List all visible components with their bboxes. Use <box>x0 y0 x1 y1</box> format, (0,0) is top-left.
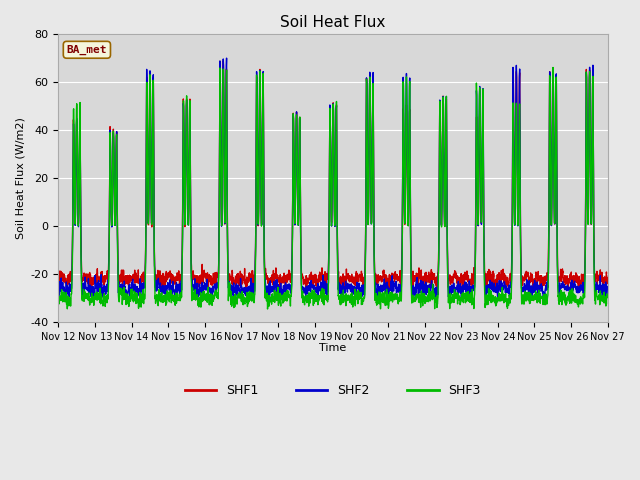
SHF3 <box>493 298 500 304</box>
SHF3 <box>54 288 62 294</box>
SHF2 <box>223 55 230 61</box>
SHF2 <box>482 298 490 303</box>
SHF1 <box>556 277 563 283</box>
Line: SHF3: SHF3 <box>58 68 608 309</box>
SHF3 <box>556 296 563 302</box>
SHF3 <box>264 306 271 312</box>
SHF3 <box>571 295 579 301</box>
SHF1 <box>433 288 441 294</box>
SHF1 <box>571 274 579 279</box>
SHF3 <box>349 294 357 300</box>
Y-axis label: Soil Heat Flux (W/m2): Soil Heat Flux (W/m2) <box>15 117 25 239</box>
SHF1 <box>349 274 357 280</box>
X-axis label: Time: Time <box>319 343 347 353</box>
Legend: SHF1, SHF2, SHF3: SHF1, SHF2, SHF3 <box>180 379 486 402</box>
SHF1 <box>604 275 612 280</box>
SHF1 <box>361 264 369 270</box>
SHF2 <box>208 288 216 294</box>
SHF1 <box>493 279 501 285</box>
SHF3 <box>604 294 612 300</box>
SHF1 <box>220 58 227 64</box>
SHF1 <box>208 281 216 287</box>
Title: Soil Heat Flux: Soil Heat Flux <box>280 15 386 30</box>
SHF3 <box>549 65 557 71</box>
Text: BA_met: BA_met <box>67 45 107 55</box>
SHF3 <box>208 296 216 302</box>
SHF2 <box>54 287 62 293</box>
SHF2 <box>604 285 612 290</box>
SHF2 <box>556 280 563 286</box>
Line: SHF2: SHF2 <box>58 58 608 300</box>
SHF2 <box>361 276 369 281</box>
SHF2 <box>571 285 579 290</box>
SHF2 <box>493 280 501 286</box>
SHF2 <box>349 284 357 290</box>
SHF3 <box>361 285 369 291</box>
Line: SHF1: SHF1 <box>58 61 608 291</box>
SHF1 <box>54 270 62 276</box>
